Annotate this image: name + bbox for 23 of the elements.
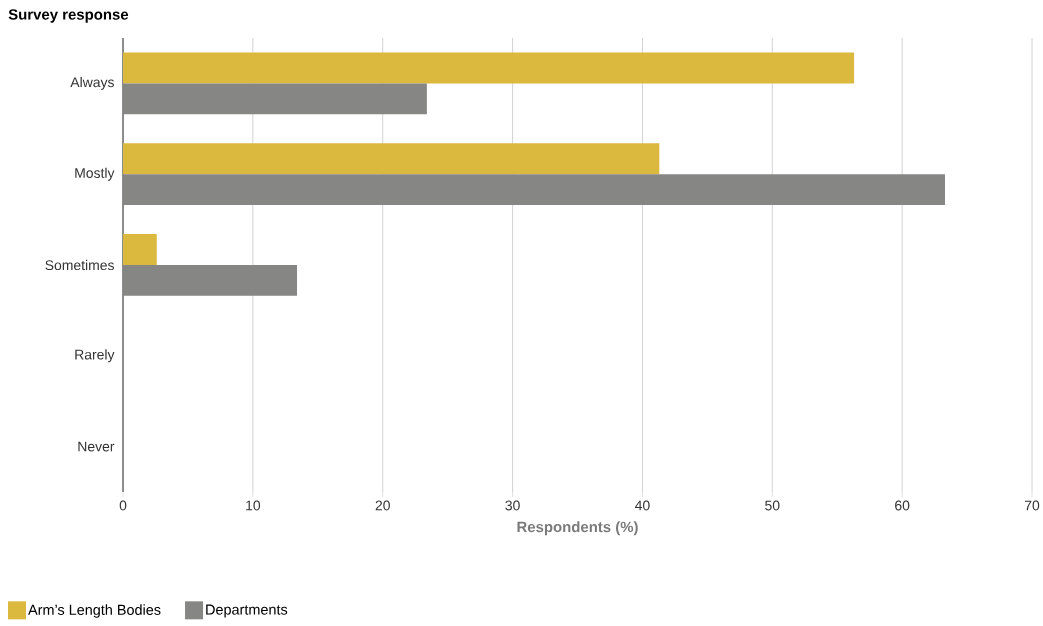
y-tick-label: Never	[78, 441, 115, 452]
x-axis-title: Respondents (%)	[517, 521, 638, 536]
y-tick-label: Sometimes	[45, 259, 114, 271]
bar	[123, 83, 427, 115]
x-tick-label: 20	[375, 500, 390, 511]
bar	[123, 234, 157, 265]
x-tick-label: 40	[634, 500, 650, 511]
y-tick-label: Mostly	[75, 167, 115, 181]
x-tick-label: 60	[895, 500, 910, 511]
x-tick-label: 70	[1024, 500, 1040, 511]
legend-label: Arm’s Length Bodies	[28, 604, 161, 618]
y-tick-label: Rarely	[75, 349, 115, 363]
bar	[123, 264, 298, 296]
x-tick-label: 0	[119, 500, 127, 511]
bar	[123, 174, 946, 206]
chart-title: Survey response	[8, 9, 129, 23]
x-tick-label: 10	[246, 500, 261, 511]
bar	[123, 52, 855, 84]
y-tick-label: Always	[70, 76, 114, 90]
legend-label: Departments	[206, 604, 288, 618]
x-tick-label: 50	[765, 500, 780, 511]
bar	[123, 143, 660, 175]
x-tick-label: 30	[505, 500, 520, 511]
